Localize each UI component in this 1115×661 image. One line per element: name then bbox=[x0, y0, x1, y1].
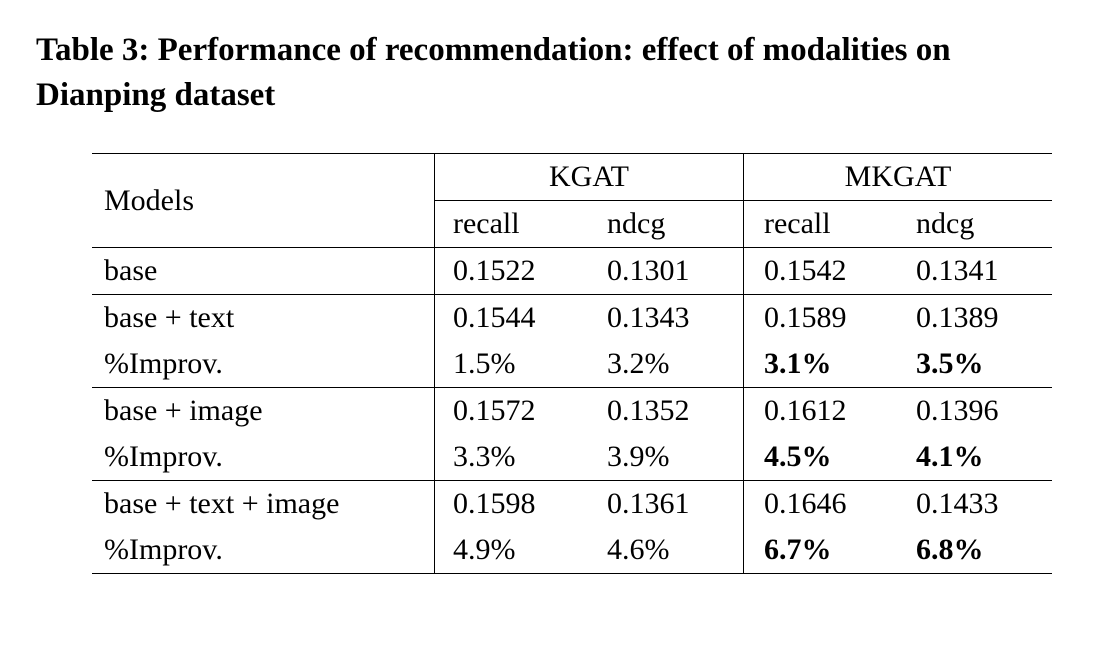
cell-mkgat-recall: 6.7% bbox=[744, 527, 901, 574]
cell-mkgat-recall: 0.1612 bbox=[744, 388, 901, 435]
cell-mkgat-ndcg: 0.1341 bbox=[900, 248, 1052, 295]
header-models: Models bbox=[92, 154, 435, 248]
header-kgat-recall: recall bbox=[435, 201, 590, 248]
table-row: base + text + image0.15980.13610.16460.1… bbox=[92, 481, 1052, 528]
cell-kgat-recall: 0.1572 bbox=[435, 388, 590, 435]
cell-kgat-ndcg: 0.1301 bbox=[589, 248, 744, 295]
header-kgat-ndcg: ndcg bbox=[589, 201, 744, 248]
table-row: base + text0.15440.13430.15890.1389 bbox=[92, 295, 1052, 342]
cell-mkgat-ndcg: 4.1% bbox=[900, 434, 1052, 481]
cell-mkgat-ndcg: 0.1433 bbox=[900, 481, 1052, 528]
cell-kgat-ndcg: 4.6% bbox=[589, 527, 744, 574]
cell-model-label: %Improv. bbox=[92, 527, 435, 574]
header-row-groups: Models KGAT MKGAT bbox=[92, 154, 1052, 201]
table-body: base0.15220.13010.15420.1341base + text0… bbox=[92, 248, 1052, 574]
cell-kgat-recall: 0.1544 bbox=[435, 295, 590, 342]
cell-kgat-ndcg: 0.1352 bbox=[589, 388, 744, 435]
cell-kgat-recall: 0.1598 bbox=[435, 481, 590, 528]
results-table: Models KGAT MKGAT recall ndcg recall ndc… bbox=[92, 153, 1052, 574]
cell-mkgat-recall: 4.5% bbox=[744, 434, 901, 481]
cell-model-label: base bbox=[92, 248, 435, 295]
cell-kgat-recall: 4.9% bbox=[435, 527, 590, 574]
cell-kgat-ndcg: 3.9% bbox=[589, 434, 744, 481]
cell-mkgat-ndcg: 3.5% bbox=[900, 341, 1052, 388]
page-root: Table 3: Performance of recommendation: … bbox=[0, 0, 1115, 661]
cell-mkgat-recall: 3.1% bbox=[744, 341, 901, 388]
table-row: base + image0.15720.13520.16120.1396 bbox=[92, 388, 1052, 435]
cell-mkgat-recall: 0.1646 bbox=[744, 481, 901, 528]
header-group-mkgat: MKGAT bbox=[744, 154, 1053, 201]
cell-model-label: base + image bbox=[92, 388, 435, 435]
cell-kgat-recall: 0.1522 bbox=[435, 248, 590, 295]
cell-model-label: %Improv. bbox=[92, 341, 435, 388]
cell-mkgat-recall: 0.1542 bbox=[744, 248, 901, 295]
cell-mkgat-ndcg: 0.1396 bbox=[900, 388, 1052, 435]
cell-kgat-recall: 1.5% bbox=[435, 341, 590, 388]
table-caption: Table 3: Performance of recommendation: … bbox=[36, 28, 1079, 117]
cell-kgat-recall: 3.3% bbox=[435, 434, 590, 481]
cell-kgat-ndcg: 3.2% bbox=[589, 341, 744, 388]
cell-kgat-ndcg: 0.1361 bbox=[589, 481, 744, 528]
cell-kgat-ndcg: 0.1343 bbox=[589, 295, 744, 342]
cell-mkgat-ndcg: 6.8% bbox=[900, 527, 1052, 574]
header-mkgat-recall: recall bbox=[744, 201, 901, 248]
cell-mkgat-ndcg: 0.1389 bbox=[900, 295, 1052, 342]
header-group-kgat: KGAT bbox=[435, 154, 744, 201]
cell-mkgat-recall: 0.1589 bbox=[744, 295, 901, 342]
cell-model-label: base + text bbox=[92, 295, 435, 342]
table-row: base0.15220.13010.15420.1341 bbox=[92, 248, 1052, 295]
cell-model-label: base + text + image bbox=[92, 481, 435, 528]
cell-model-label: %Improv. bbox=[92, 434, 435, 481]
table-row: %Improv.1.5%3.2%3.1%3.5% bbox=[92, 341, 1052, 388]
table-row: %Improv.4.9%4.6%6.7%6.8% bbox=[92, 527, 1052, 574]
header-mkgat-ndcg: ndcg bbox=[900, 201, 1052, 248]
table-row: %Improv.3.3%3.9%4.5%4.1% bbox=[92, 434, 1052, 481]
